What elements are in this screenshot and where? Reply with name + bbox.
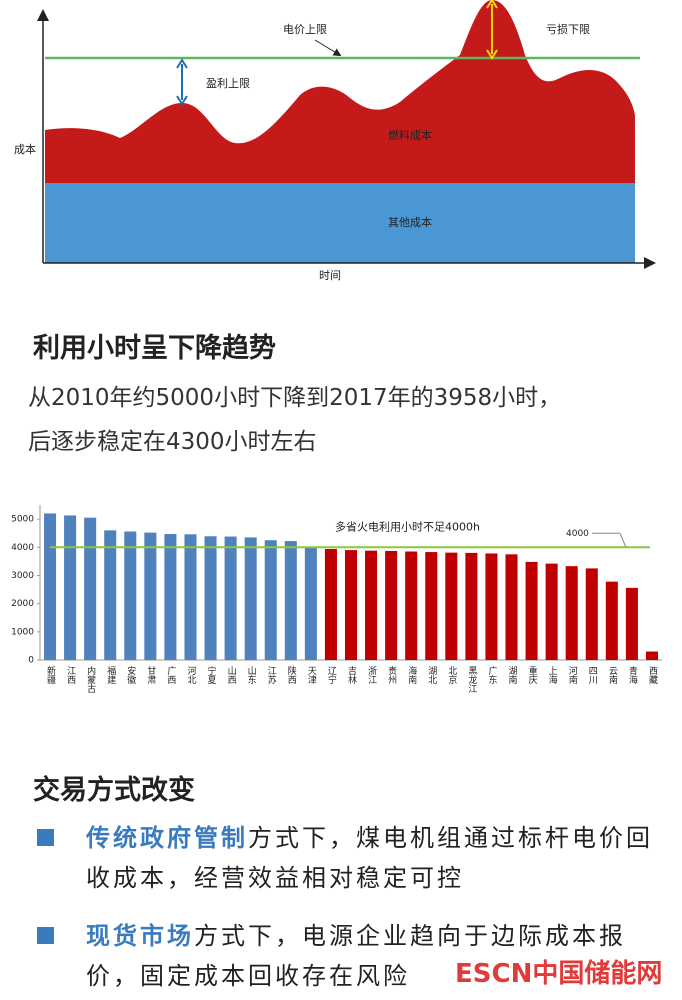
x-tick-label: 浙江: [366, 665, 377, 685]
bar: [344, 550, 358, 660]
label: 亏损下限: [546, 22, 590, 36]
reference-label: 4000: [566, 529, 589, 539]
bar: [244, 537, 257, 660]
x-tick-label: 广东: [486, 665, 497, 684]
y-tick-label: 2000: [11, 599, 34, 609]
y-tick-label: 3000: [11, 571, 34, 581]
bar: [385, 550, 398, 660]
x-tick-label: 辽宁: [326, 666, 337, 684]
heading: 交易方式改变: [33, 775, 195, 806]
paragraph-line: 从2010年约5000小时下降到2017年的3958小时，: [28, 385, 562, 411]
bar: [84, 517, 97, 660]
y-tick-label: 5000: [11, 515, 34, 525]
bullet-text: 方式下，煤电机组通过标杆电价回收成本，经营效益相对稳定可控: [86, 824, 653, 892]
x-tick-label: 宁夏: [206, 665, 217, 684]
pointer: [619, 533, 627, 548]
annotation: 多省火电利用小时不足4000h: [335, 519, 480, 533]
x-tick-label: 江苏: [266, 666, 277, 685]
bar: [405, 551, 418, 660]
x-tick-label: 云南: [607, 666, 618, 684]
x-tick-label: 重庆: [527, 665, 538, 685]
bar: [645, 651, 658, 660]
label: 电价上限: [283, 23, 327, 36]
bar: [204, 536, 217, 660]
x-tick-label: 新疆: [45, 665, 56, 685]
bar: [525, 561, 538, 660]
bar: [505, 554, 518, 660]
bullet-bold: 现货市场: [86, 922, 194, 950]
x-tick-label: 江西: [65, 666, 76, 685]
x-tick-label: 内蒙古: [85, 665, 96, 694]
bullet: 现货市场方式下，电源企业趋向于边际成本报价，固定成本回收存在风险: [86, 916, 656, 996]
heading: 利用小时呈下降趋势: [33, 333, 276, 364]
bar: [184, 534, 197, 660]
bar-chart: 0 1000 2000 3000 4000 5000 新疆 江西 内蒙古 福建 安徽 甘肃 广西 河北 宁夏…: [11, 505, 662, 694]
x-tick-label: 湖北: [426, 666, 437, 685]
bar: [625, 587, 638, 660]
x-tick-label: 安徽: [125, 665, 136, 685]
label: 燃料成本: [388, 128, 432, 142]
y-tick-label: 0: [28, 656, 34, 666]
bar: [565, 566, 578, 660]
loss-arrow-heads: [486, 0, 498, 60]
bar: [605, 581, 618, 660]
bar: [164, 534, 177, 660]
x-tick-label: 上海: [547, 666, 558, 685]
bar: [44, 513, 57, 660]
bar: [545, 563, 558, 660]
bar: [445, 552, 458, 660]
profit-arrow-heads: [176, 58, 188, 106]
x-tick-label: 山西: [226, 666, 237, 685]
label: 其他成本: [388, 215, 432, 229]
x-tick-label: 青海: [627, 665, 638, 685]
bar: [585, 568, 598, 660]
y-tick-label: 1000: [11, 627, 34, 637]
x-tick-label: 河北: [185, 665, 196, 685]
x-tick-label: 贵州: [386, 665, 397, 684]
x-tick-label: 湖南: [507, 666, 517, 684]
x-tick-label: 广西: [165, 665, 176, 685]
x-tick-label: 甘肃: [145, 665, 156, 685]
cost-diagram: 电价上限 亏损下限 盈利上限 成本 燃料成本 其他成本 时间: [14, 0, 656, 282]
bar: [365, 550, 378, 660]
label: 时间: [319, 269, 341, 282]
paragraph-line: 后逐步稳定在4300小时左右: [28, 429, 317, 455]
bar: [144, 532, 157, 660]
x-tick-label: 天津: [306, 666, 317, 685]
bar: [104, 530, 117, 660]
bar: [425, 552, 438, 660]
other-cost-area: [45, 183, 635, 263]
x-tick-label: 海南: [406, 665, 417, 684]
x-tick-label: 福建: [105, 665, 116, 685]
bullet-bold: 传统政府管制: [86, 824, 248, 852]
y-tick-label: 4000: [11, 543, 34, 553]
x-tick-label: 四川: [587, 666, 598, 684]
x-tick-label: 山东: [246, 666, 257, 684]
bar: [465, 552, 478, 660]
bar: [485, 553, 498, 660]
bullet-marker: [37, 927, 54, 944]
bullet-text: 方式下，电源企业趋向于边际成本报价，固定成本回收存在风险: [86, 922, 626, 990]
x-tick-label: 吉林: [346, 666, 357, 685]
watermark: ESCN中国储能网: [455, 959, 663, 989]
bullet: 传统政府管制方式下，煤电机组通过标杆电价回收成本，经营效益相对稳定可控: [86, 818, 656, 898]
bullet-marker: [37, 829, 54, 846]
bar: [264, 540, 277, 660]
bar: [284, 541, 297, 660]
bar: [324, 548, 337, 660]
x-tick-label: 西藏: [647, 666, 658, 685]
bar: [124, 531, 137, 660]
x-tick-label: 河南: [567, 665, 578, 684]
label: 成本: [14, 142, 36, 156]
fuel-cost-area: [45, 0, 635, 183]
bar: [224, 536, 237, 660]
pointer: [314, 39, 342, 57]
label: 盈利上限: [206, 77, 250, 90]
bar: [304, 547, 317, 660]
x-tick-label: 陕西: [286, 665, 297, 685]
x-tick-label: 黑龙江: [466, 666, 477, 694]
x-tick-label: 北京: [446, 666, 457, 685]
bar: [64, 515, 77, 660]
